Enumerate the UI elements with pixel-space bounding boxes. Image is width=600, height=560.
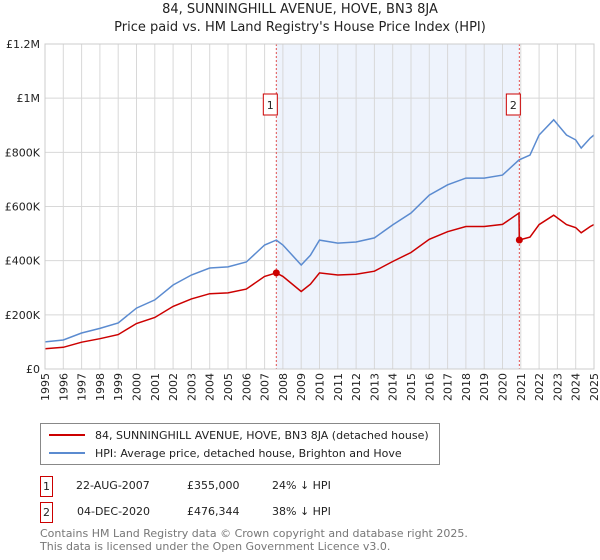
legend-label: 84, SUNNINGHILL AVENUE, HOVE, BN3 8JA (d… xyxy=(95,428,429,442)
footer-licence: This data is licensed under the Open Gov… xyxy=(40,540,391,553)
sale-point xyxy=(272,269,280,277)
x-tick-label: 1997 xyxy=(76,373,89,401)
sale-price: £476,344 xyxy=(187,505,240,518)
sale-marker-badge: 2 xyxy=(40,502,53,523)
footer-copyright: Contains HM Land Registry data © Crown c… xyxy=(40,527,468,540)
x-tick-label: 2021 xyxy=(515,373,528,401)
sale-row: 2 04-DEC-2020 £476,344 38% ↓ HPI xyxy=(40,502,440,524)
y-tick-label: £600K xyxy=(5,201,41,214)
sale-hpi-diff: 24% ↓ HPI xyxy=(272,479,331,492)
series-line-property xyxy=(44,211,595,350)
sale-point xyxy=(515,236,523,244)
x-tick-label: 2006 xyxy=(240,373,253,401)
legend-item-property: 84, SUNNINGHILL AVENUE, HOVE, BN3 8JA (d… xyxy=(49,426,429,444)
x-tick-label: 2022 xyxy=(533,373,546,401)
x-tick-label: 2014 xyxy=(387,373,400,401)
chart: 1995 1996 1997 1998 1999 2000 2001 2002 2003 2004… xyxy=(5,38,600,401)
x-tick-label: 1999 xyxy=(112,373,125,401)
legend-swatch-blue xyxy=(49,452,85,454)
sale-hpi-diff: 38% ↓ HPI xyxy=(272,505,331,518)
footer: Contains HM Land Registry data © Crown c… xyxy=(40,527,468,553)
sale-date: 04-DEC-2020 xyxy=(77,505,151,518)
x-tick-label: 2002 xyxy=(167,373,180,401)
x-tick-label: 2020 xyxy=(497,373,510,401)
chart-title: 84, SUNNINGHILL AVENUE, HOVE, BN3 8JA xyxy=(162,2,438,17)
sale-date: 22-AUG-2007 xyxy=(76,479,150,492)
y-tick-label: £1M xyxy=(17,92,41,105)
x-tick-label: 2025 xyxy=(588,373,600,401)
legend-swatch-red xyxy=(49,434,85,436)
x-tick-label: 2016 xyxy=(423,373,436,401)
x-tick-label: 2000 xyxy=(131,373,144,401)
x-tick-label: 1995 xyxy=(39,373,52,401)
legend-item-hpi: HPI: Average price, detached house, Brig… xyxy=(49,444,429,462)
x-tick-label: 2007 xyxy=(259,373,272,401)
sale-marker-label: 1 xyxy=(267,99,274,112)
x-tick-label: 2003 xyxy=(185,373,198,401)
series-line-hpi xyxy=(44,118,595,343)
legend: 84, SUNNINGHILL AVENUE, HOVE, BN3 8JA (d… xyxy=(40,423,440,465)
x-tick-label: 2018 xyxy=(460,373,473,401)
x-tick-label: 2001 xyxy=(149,373,162,401)
x-tick-label: 2017 xyxy=(442,373,455,401)
x-tick-label: 1996 xyxy=(57,373,70,401)
x-tick-label: 2009 xyxy=(295,373,308,401)
x-tick-label: 2015 xyxy=(405,373,418,401)
x-tick-label: 2011 xyxy=(332,373,345,401)
y-tick-label: £1.2M xyxy=(6,38,40,51)
sale-marker-label: 2 xyxy=(510,99,517,112)
x-tick-label: 2023 xyxy=(551,373,564,401)
x-tick-label: 1998 xyxy=(94,373,107,401)
y-tick-label: £800K xyxy=(5,146,41,159)
x-tick-label: 2005 xyxy=(222,373,235,401)
x-tick-label: 2004 xyxy=(204,373,217,401)
sale-price: £355,000 xyxy=(187,479,240,492)
sale-marker-box xyxy=(262,93,278,116)
legend-label: HPI: Average price, detached house, Brig… xyxy=(95,446,402,460)
sale-marker-box xyxy=(505,93,521,116)
x-tick-label: 2024 xyxy=(570,373,583,401)
x-tick-label: 2010 xyxy=(314,373,327,401)
sale-row: 1 22-AUG-2007 £355,000 24% ↓ HPI xyxy=(40,476,440,498)
y-tick-label: £400K xyxy=(5,255,41,268)
x-tick-label: 2012 xyxy=(350,373,363,401)
plot-frame xyxy=(44,43,595,370)
x-tick-label: 2019 xyxy=(478,373,491,401)
y-tick-label: £0 xyxy=(26,363,40,376)
sale-marker-badge: 1 xyxy=(40,476,53,497)
chart-subtitle: Price paid vs. HM Land Registry's House … xyxy=(114,20,486,35)
x-tick-label: 2013 xyxy=(368,373,381,401)
x-tick-label: 2008 xyxy=(277,373,290,401)
y-tick-label: £200K xyxy=(5,309,41,322)
